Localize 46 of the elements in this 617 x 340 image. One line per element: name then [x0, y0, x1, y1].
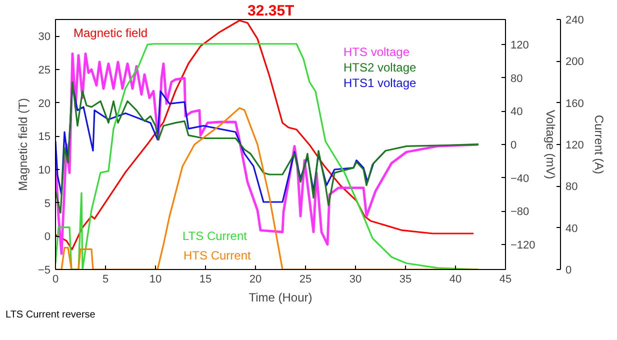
y-tick-label: 30 [38, 31, 51, 44]
y3-tick-label: 0 [566, 264, 572, 276]
text: LTS Current reverse [6, 310, 96, 320]
text: LTS Current [182, 229, 248, 244]
y3-tick-label: 80 [566, 181, 578, 194]
y3-tick-label: 200 [566, 56, 584, 68]
line-series [56, 20, 474, 250]
y2-tick-label: 80 [510, 72, 523, 85]
y3-tick-label: 240 [566, 14, 584, 26]
y2-tick-label: −40 [510, 172, 530, 185]
y-tick-label: 10 [38, 164, 51, 176]
y2-tick-label: 0 [510, 140, 517, 152]
x-tick-label: 35 [399, 274, 412, 286]
line-series [56, 107, 480, 270]
x-tick-label: 25 [299, 274, 312, 286]
y3-tick-label: 120 [566, 140, 584, 152]
x-tick-label: 5 [102, 274, 109, 286]
x-tick-label: 30 [349, 274, 362, 286]
x-tick-label: 40 [449, 274, 462, 286]
y-tick-label: 5 [44, 198, 51, 210]
y3-axis-title: Current (A) [592, 114, 606, 174]
y3-tick-label: 40 [566, 222, 578, 235]
series-label: HTS Current [184, 248, 252, 262]
y-tick-label: 15 [38, 131, 51, 144]
y2-tick-label: −80 [510, 206, 530, 218]
y2-tick-label: 40 [510, 106, 523, 118]
x-axis-title: Time (Hour) [248, 290, 312, 304]
y-tick-label: 25 [38, 64, 51, 76]
y-tick-label: −5 [38, 264, 51, 276]
y2-tick-label: 120 [510, 40, 529, 52]
y2-tick-label: −120 [510, 240, 536, 252]
y2-axis-title: Voltage (mV) [543, 110, 558, 180]
x-tick-label: 0 [52, 274, 59, 286]
y-axis-title: Magnetic field (T) [16, 98, 30, 191]
text: 32.35T [248, 2, 294, 20]
text: HTS voltage [344, 45, 410, 60]
x-tick-label: 20 [249, 274, 262, 286]
x-tick-label: 15 [199, 274, 212, 286]
text: Magnetic field [74, 26, 148, 40]
x-tick-label: 10 [149, 274, 162, 286]
y3-tick-label: 160 [566, 98, 584, 110]
text: HTS2 voltage [344, 60, 417, 74]
y-tick-label: 20 [38, 98, 51, 110]
text: HTS1 voltage [344, 76, 417, 90]
x-tick-label: 45 [499, 274, 512, 286]
y-tick-label: 0 [44, 231, 51, 244]
